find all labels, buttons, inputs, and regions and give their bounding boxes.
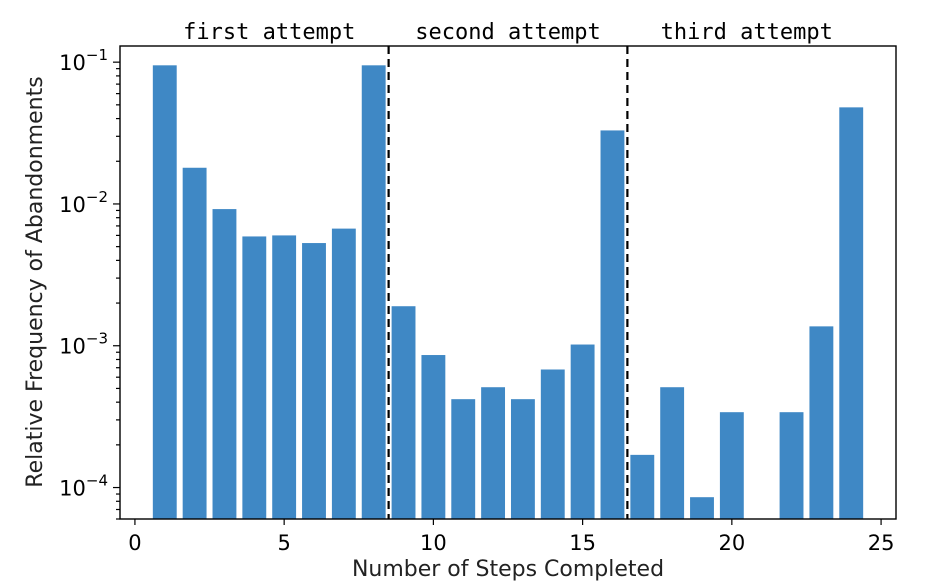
- section-label-2: second attempt: [415, 20, 600, 45]
- bar-step-5: [272, 235, 297, 519]
- y-tick-label: 10−2: [59, 188, 108, 217]
- x-tick-label: 20: [718, 531, 745, 555]
- bar-step-15: [570, 344, 595, 519]
- bar-step-1: [152, 65, 177, 519]
- x-tick-label: 25: [868, 531, 895, 555]
- y-axis-ticks: 10−4 10−3 10−2 10−1: [59, 46, 120, 520]
- y-tick-label: 10−4: [59, 472, 108, 501]
- bar-step-18: [660, 387, 685, 519]
- bar-step-8: [361, 65, 386, 519]
- bar-step-17: [630, 454, 655, 519]
- bar-step-9: [391, 306, 416, 519]
- y-tick-label: 10−1: [59, 46, 108, 75]
- bar-step-24: [839, 107, 864, 520]
- bar-step-6: [302, 243, 326, 519]
- bar-step-12: [481, 387, 506, 519]
- bars-group: [152, 65, 864, 520]
- x-tick-label: 0: [128, 531, 141, 555]
- bar-step-3: [212, 209, 237, 519]
- section-labels: first attempt second attempt third attempt: [183, 20, 833, 45]
- bar-step-19: [690, 497, 714, 519]
- section-dividers: [387, 46, 629, 519]
- bar-step-16: [600, 130, 625, 520]
- y-axis-label: Relative Frequency of Abandonments: [23, 76, 48, 487]
- bar-step-7: [331, 228, 356, 520]
- bar-step-11: [451, 399, 476, 519]
- bar-step-22: [779, 412, 804, 519]
- section-label-3: third attempt: [661, 20, 833, 45]
- bar-step-23: [809, 326, 834, 519]
- bar-step-20: [719, 412, 744, 519]
- bar-step-2: [182, 167, 207, 519]
- y-tick-label: 10−3: [59, 330, 108, 359]
- bar-step-13: [510, 399, 535, 519]
- x-tick-label: 5: [277, 531, 290, 555]
- x-tick-label: 10: [420, 531, 447, 555]
- plot-frame: [119, 45, 897, 520]
- bar-step-4: [242, 236, 267, 519]
- bar-step-14: [540, 369, 565, 519]
- section-label-1: first attempt: [183, 20, 355, 45]
- x-tick-label: 15: [569, 531, 596, 555]
- x-axis-ticks: 0 5 10 15 20 25: [128, 519, 894, 555]
- bar-step-10: [421, 355, 446, 519]
- x-axis-label: Number of Steps Completed: [352, 557, 664, 582]
